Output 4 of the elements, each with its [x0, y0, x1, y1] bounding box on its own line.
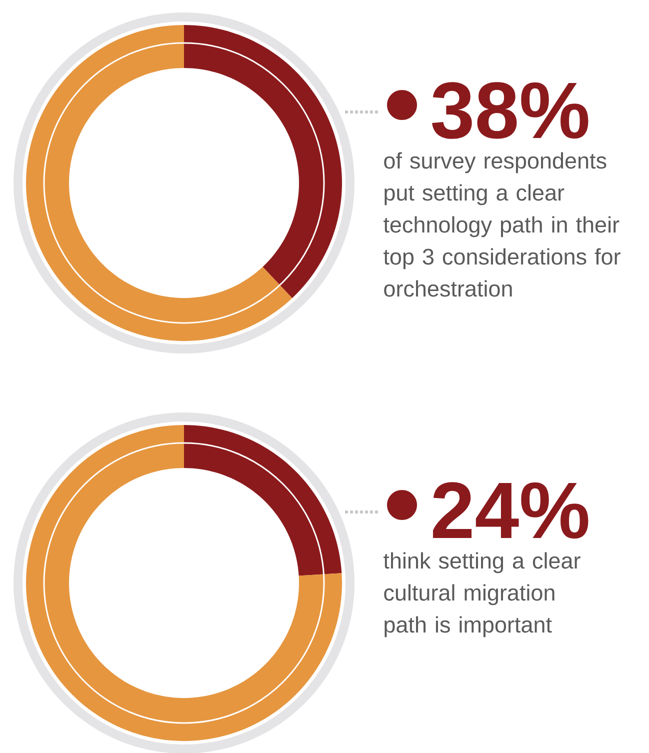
data-label: 24% — [432, 482, 588, 539]
data-label: 38% — [432, 82, 588, 139]
text: of survey respondents put setting a clear technology path in their top 3 considerations for orchestration — [384, 152, 620, 297]
text: think setting a clear cultural migration path is important — [384, 552, 580, 638]
